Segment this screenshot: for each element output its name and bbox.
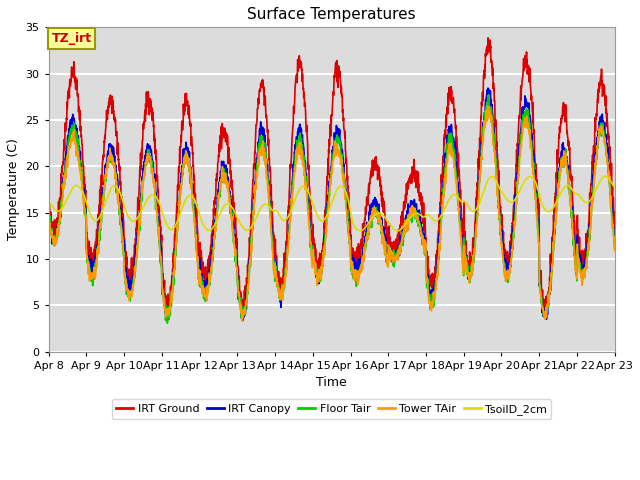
IRT Canopy — [497, 224, 504, 229]
Tower TAir — [484, 103, 492, 108]
IRT Ground — [484, 35, 492, 41]
TsoilD_2cm — [45, 200, 52, 205]
Tower TAir — [361, 243, 369, 249]
TsoilD_2cm — [203, 226, 211, 232]
Floor Tair — [361, 248, 369, 254]
IRT Ground — [561, 102, 569, 108]
Line: Tower TAir: Tower TAir — [49, 106, 614, 321]
Floor Tair — [611, 245, 618, 251]
TsoilD_2cm — [497, 187, 504, 192]
TsoilD_2cm — [360, 226, 368, 231]
IRT Ground — [203, 282, 211, 288]
Line: Floor Tair: Floor Tair — [49, 95, 614, 324]
Floor Tair — [45, 216, 52, 222]
TsoilD_2cm — [348, 216, 356, 222]
IRT Canopy — [577, 263, 585, 268]
Tower TAir — [497, 227, 504, 233]
Title: Surface Temperatures: Surface Temperatures — [247, 7, 416, 22]
Floor Tair — [348, 265, 356, 271]
Legend: IRT Ground, IRT Canopy, Floor Tair, Tower TAir, TsoilD_2cm: IRT Ground, IRT Canopy, Floor Tair, Towe… — [112, 399, 551, 419]
Line: IRT Ground: IRT Ground — [49, 38, 614, 320]
Tower TAir — [577, 274, 585, 279]
Tower TAir — [45, 214, 52, 219]
X-axis label: Time: Time — [316, 376, 347, 389]
Tower TAir — [238, 318, 246, 324]
IRT Ground — [45, 186, 52, 192]
IRT Canopy — [561, 156, 569, 162]
IRT Canopy — [484, 85, 492, 91]
TsoilD_2cm — [394, 228, 401, 234]
IRT Ground — [497, 204, 504, 209]
Tower TAir — [348, 264, 356, 270]
TsoilD_2cm — [602, 173, 609, 179]
Tower TAir — [203, 284, 211, 290]
IRT Canopy — [45, 209, 52, 215]
TsoilD_2cm — [561, 184, 569, 190]
TsoilD_2cm — [611, 184, 618, 190]
IRT Canopy — [361, 236, 369, 241]
IRT Canopy — [348, 256, 356, 262]
Floor Tair — [203, 297, 211, 302]
TsoilD_2cm — [577, 194, 584, 200]
Floor Tair — [485, 92, 493, 98]
Line: IRT Canopy: IRT Canopy — [49, 88, 614, 321]
Text: TZ_irt: TZ_irt — [51, 32, 92, 45]
IRT Canopy — [203, 284, 211, 289]
IRT Ground — [361, 218, 369, 224]
IRT Canopy — [239, 318, 246, 324]
Tower TAir — [611, 248, 618, 253]
IRT Ground — [348, 250, 356, 255]
Floor Tair — [561, 156, 569, 162]
Floor Tair — [577, 270, 585, 276]
IRT Canopy — [611, 231, 618, 237]
Line: TsoilD_2cm: TsoilD_2cm — [49, 176, 614, 231]
IRT Ground — [611, 226, 618, 232]
IRT Ground — [164, 317, 172, 323]
Y-axis label: Temperature (C): Temperature (C) — [7, 139, 20, 240]
IRT Ground — [577, 250, 585, 256]
Tower TAir — [561, 155, 569, 160]
Floor Tair — [497, 229, 504, 235]
Floor Tair — [164, 321, 172, 326]
